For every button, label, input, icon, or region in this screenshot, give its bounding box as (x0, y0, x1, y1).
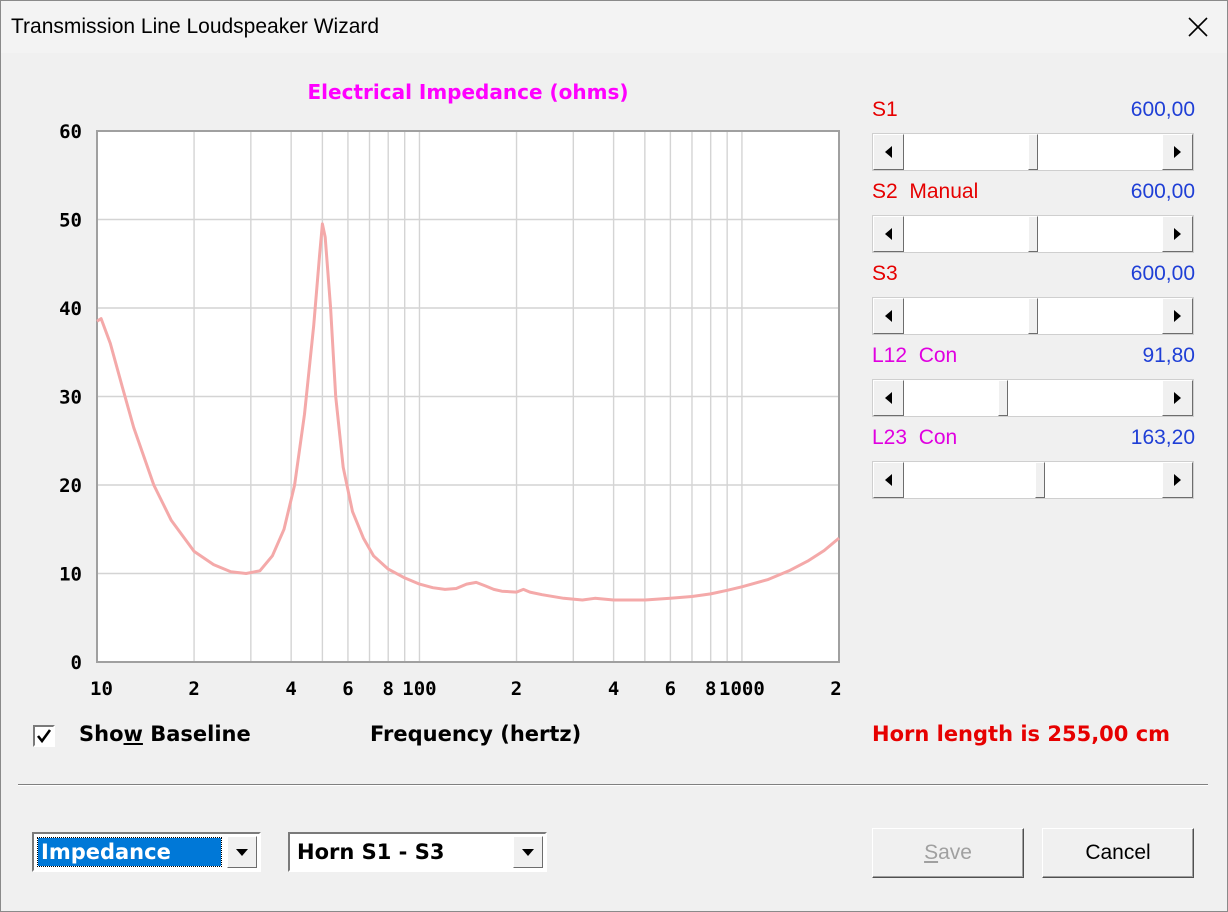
arrow-left-icon (885, 310, 892, 322)
x-tick-label: 6 (342, 678, 353, 700)
plot-frame (96, 130, 840, 663)
scroll-right-button[interactable] (1162, 134, 1193, 170)
chevron-down-icon (236, 848, 248, 856)
x-tick-label: 2 (511, 678, 522, 700)
close-icon (1188, 17, 1208, 37)
checkmark-icon (36, 729, 52, 744)
show-baseline-checkbox[interactable] (33, 725, 55, 747)
section-select[interactable]: Horn S1 - S3 (288, 832, 547, 872)
y-tick-label: 50 (59, 210, 82, 232)
scroll-right-button[interactable] (1162, 298, 1193, 334)
scroll-right-button[interactable] (1162, 462, 1193, 498)
scroll-thumb[interactable] (998, 380, 1009, 416)
mode-dropdown-button[interactable] (227, 836, 257, 868)
scroll-left-button[interactable] (873, 462, 904, 498)
scroll-thumb[interactable] (1028, 298, 1038, 334)
horn-length-text: Horn length is 255,00 cm (872, 722, 1171, 746)
y-tick-label: 0 (71, 652, 82, 674)
param-value: 600,00 (1130, 180, 1195, 203)
show-baseline-label[interactable]: Show Baseline (79, 722, 251, 746)
scroll-left-button[interactable] (873, 380, 904, 416)
param-value: 600,00 (1130, 98, 1195, 121)
arrow-left-icon (885, 392, 892, 404)
cancel-button[interactable]: Cancel (1042, 828, 1194, 878)
param-value: 600,00 (1130, 262, 1195, 285)
scroll-thumb[interactable] (1035, 462, 1046, 498)
mode-select-value: Impedance (37, 837, 222, 867)
param-label: S1 (872, 98, 898, 121)
y-tick-label: 10 (59, 564, 82, 586)
title-bar: Transmission Line Loudspeaker Wizard (1, 1, 1227, 53)
x-tick-label: 1000 (719, 678, 765, 700)
param-scrollbar[interactable] (872, 297, 1194, 335)
scroll-thumb[interactable] (1028, 216, 1038, 252)
arrow-right-icon (1174, 310, 1181, 322)
y-tick-label: 60 (59, 121, 82, 143)
scroll-right-button[interactable] (1162, 216, 1193, 252)
x-tick-label: 2 (830, 678, 841, 700)
param-label: L12 Con (872, 344, 958, 367)
x-tick-label: 6 (665, 678, 676, 700)
arrow-right-icon (1174, 392, 1181, 404)
x-tick-label: 8 (382, 678, 393, 700)
y-tick-label: 40 (59, 298, 82, 320)
window-title: Transmission Line Loudspeaker Wizard (11, 15, 380, 38)
chart-title: Electrical Impedance (ohms) (307, 80, 629, 104)
param-scrollbar[interactable] (872, 133, 1194, 171)
param-label: S2 Manual (872, 180, 979, 203)
x-tick-label: 2 (188, 678, 199, 700)
param-scrollbar[interactable] (872, 461, 1194, 499)
arrow-right-icon (1174, 228, 1181, 240)
scroll-thumb[interactable] (1028, 134, 1038, 170)
x-tick-label: 10 (90, 678, 113, 700)
y-tick-label: 20 (59, 475, 82, 497)
scroll-left-button[interactable] (873, 216, 904, 252)
impedance-curve (96, 222, 840, 602)
scroll-left-button[interactable] (873, 134, 904, 170)
scroll-right-button[interactable] (1162, 380, 1193, 416)
param-scrollbar[interactable] (872, 215, 1194, 253)
close-button[interactable] (1169, 1, 1227, 53)
param-value: 91,80 (1142, 344, 1195, 367)
arrow-left-icon (885, 228, 892, 240)
chevron-down-icon (522, 848, 534, 856)
arrow-right-icon (1174, 146, 1181, 158)
x-tick-label: 8 (705, 678, 716, 700)
x-tick-label: 4 (608, 678, 619, 700)
x-axis-label: Frequency (hertz) (370, 722, 582, 746)
param-scrollbar[interactable] (872, 379, 1194, 417)
x-tick-label: 4 (285, 678, 296, 700)
x-tick-label: 100 (402, 678, 436, 700)
section-dropdown-button[interactable] (513, 836, 543, 868)
arrow-left-icon (885, 474, 892, 486)
param-label: L23 Con (872, 426, 958, 449)
arrow-right-icon (1174, 474, 1181, 486)
y-tick-label: 30 (59, 387, 82, 409)
arrow-left-icon (885, 146, 892, 158)
separator (18, 784, 1208, 786)
param-value: 163,20 (1130, 426, 1195, 449)
section-select-value: Horn S1 - S3 (297, 840, 445, 864)
param-label: S3 (872, 262, 898, 285)
scroll-left-button[interactable] (873, 298, 904, 334)
mode-select[interactable]: Impedance (32, 832, 261, 872)
